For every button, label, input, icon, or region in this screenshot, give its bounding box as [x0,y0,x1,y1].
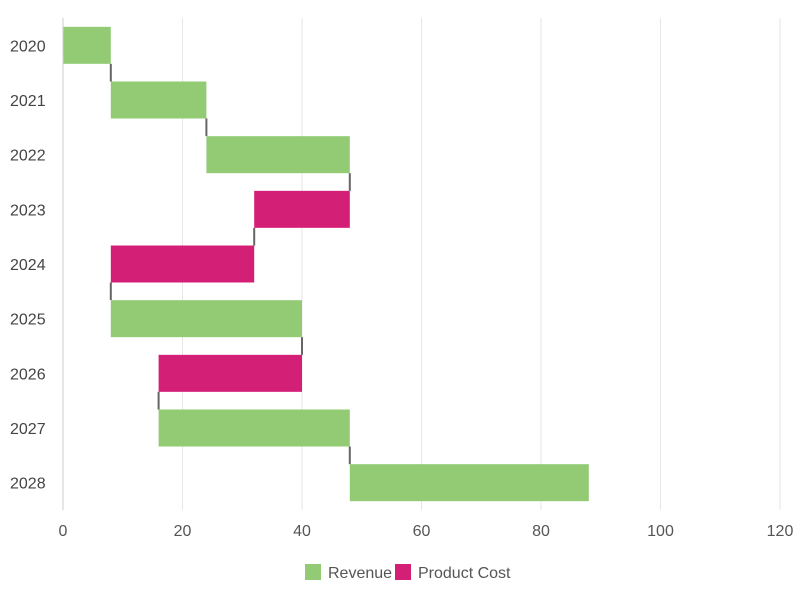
category-label: 2023 [10,202,46,219]
category-label: 2025 [10,312,46,329]
bars [63,26,589,502]
category-labels: 2020 2021 2022 2023 2024 2025 2026 2027 2028 [10,38,46,492]
legend-label: Revenue [328,565,392,582]
x-axis-ticks: 0 20 40 60 80 100 120 [59,523,794,540]
x-tick-label: 100 [647,523,674,540]
x-tick-label: 120 [767,523,794,540]
bar-2026 [158,354,302,392]
legend-item[interactable]: Revenue [305,564,392,582]
category-label: 2026 [10,366,46,383]
connector-lines [109,63,351,465]
bar-2028 [349,464,589,502]
x-tick-label: 40 [293,523,311,540]
category-label: 2021 [10,93,46,110]
x-tick-label: 0 [59,523,68,540]
x-tick-label: 20 [174,523,192,540]
legend: Revenue Product Cost [305,564,511,582]
bar-2025 [110,300,302,338]
bar-2022 [206,136,350,174]
legend-swatch [395,564,411,580]
bar-2024 [110,245,255,283]
legend-item[interactable]: Product Cost [395,564,511,582]
category-label: 2020 [10,38,46,55]
x-tick-label: 60 [413,523,431,540]
legend-label: Product Cost [418,565,511,582]
category-label: 2022 [10,148,46,165]
bar-2021 [110,81,207,119]
bar-2023 [254,190,350,228]
category-label: 2024 [10,257,46,274]
category-label: 2028 [10,476,46,493]
bar-2027 [158,409,350,447]
x-tick-label: 80 [532,523,550,540]
category-label: 2027 [10,421,46,438]
legend-swatch [305,564,321,580]
bar-2020 [63,26,111,64]
